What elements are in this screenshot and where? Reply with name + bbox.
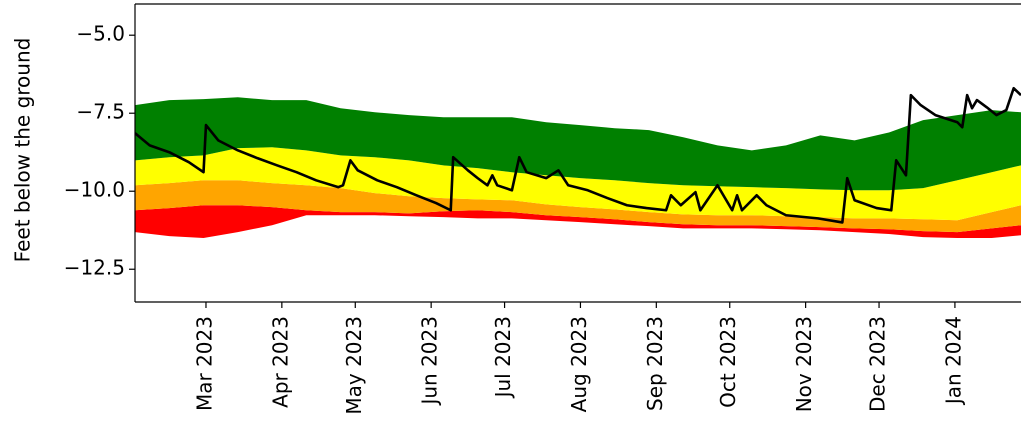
- x-tick-label: Jul 2023: [491, 316, 515, 399]
- y-tick-label: −10.0: [64, 178, 125, 202]
- x-tick-label: Dec 2023: [866, 316, 890, 412]
- x-tick-label: Aug 2023: [567, 316, 591, 412]
- percentile-band: [135, 205, 1021, 239]
- x-tick-label: Apr 2023: [268, 316, 292, 408]
- y-tick-label: −12.5: [64, 256, 125, 280]
- x-tick-label: Sep 2023: [643, 316, 667, 411]
- observed-line: [135, 86, 1021, 224]
- percentile-band: [135, 180, 1021, 233]
- x-tick-label: Oct 2023: [716, 316, 740, 408]
- y-tick-label: −5.0: [76, 22, 125, 46]
- x-tick-label: Jun 2023: [418, 316, 442, 407]
- plot-area: [135, 86, 1021, 239]
- y-axis-label: Feet below the ground: [11, 38, 35, 263]
- x-tick-label: May 2023: [342, 316, 366, 415]
- percentile-band: [135, 147, 1021, 221]
- x-tick-label: Nov 2023: [792, 316, 816, 412]
- x-tick-label: Mar 2023: [192, 316, 216, 411]
- percentile-band: [135, 97, 1021, 191]
- y-tick-label: −7.5: [76, 100, 125, 124]
- x-tick-label: Jan 2024: [941, 316, 965, 406]
